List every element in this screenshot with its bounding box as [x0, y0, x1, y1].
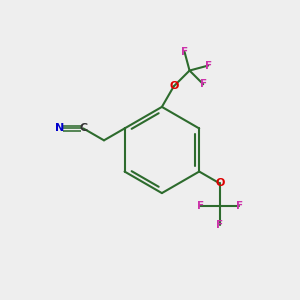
- Text: O: O: [215, 178, 224, 188]
- Text: F: F: [205, 61, 212, 70]
- Text: C: C: [79, 124, 87, 134]
- Text: N: N: [55, 124, 64, 134]
- Text: F: F: [197, 201, 204, 211]
- Text: F: F: [181, 47, 188, 57]
- Text: F: F: [236, 201, 243, 211]
- Text: O: O: [169, 81, 178, 91]
- Text: F: F: [200, 79, 207, 89]
- Text: F: F: [216, 220, 224, 230]
